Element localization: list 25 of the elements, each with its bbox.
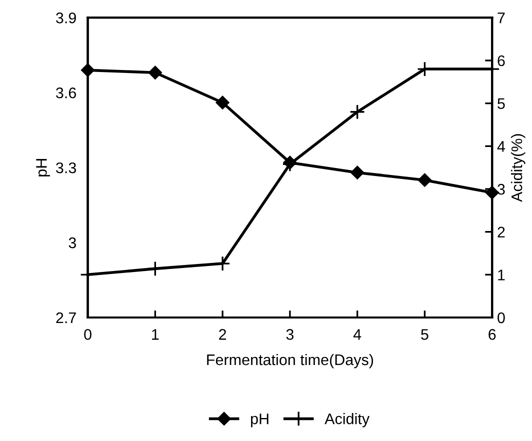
y2-tick-label: 2 [498, 226, 505, 238]
x-tick-label: 2 [219, 329, 226, 340]
x-tick-label: 1 [152, 329, 159, 340]
y-tick-label: 3 [68, 237, 76, 248]
y2-tick-label: 5 [498, 98, 505, 110]
y2-tick-label: 3 [498, 184, 505, 195]
y2-tick-label: 7 [498, 12, 505, 24]
y-tick-label: 3.6 [56, 87, 76, 98]
x-tick-label: 3 [286, 329, 294, 340]
x-tick-label: 0 [84, 329, 92, 340]
y2-tick-label: 6 [498, 55, 505, 66]
x-tick-label: 4 [353, 329, 362, 340]
y-tick-label: 2.7 [56, 312, 76, 324]
y-axis-title: pH [36, 159, 50, 176]
y2-axis-title: Acidity(%) [511, 134, 526, 202]
y-tick-label: 3.3 [56, 162, 76, 174]
legend-label: Acidity [324, 413, 370, 428]
legend-label: pH [251, 414, 268, 428]
y2-tick-label: 1 [498, 270, 505, 280]
y-tick-label: 3.9 [56, 12, 76, 24]
x-tick-label: 5 [421, 329, 428, 340]
y2-tick-label: 0 [498, 312, 505, 324]
x-tick-label: 6 [488, 329, 496, 340]
y2-tick-label: 4 [497, 141, 506, 152]
x-axis-title: Fermentation time(Days) [207, 354, 374, 368]
